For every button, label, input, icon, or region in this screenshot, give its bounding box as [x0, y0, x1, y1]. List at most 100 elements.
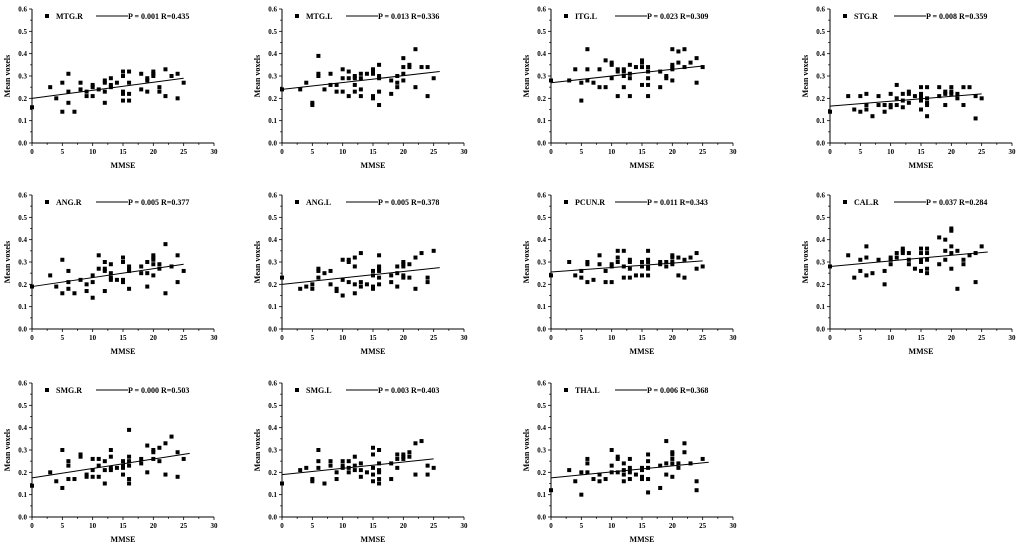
legend-marker [295, 388, 299, 392]
data-point [633, 65, 638, 70]
data-point [888, 103, 893, 108]
y-tick-label: 0.2 [537, 281, 546, 289]
legend-stat: P = 0.037 R=0.284 [926, 198, 987, 207]
y-tick-label: 0.3 [537, 447, 546, 455]
data-point [310, 479, 315, 484]
data-point [609, 62, 614, 67]
data-point [888, 91, 893, 96]
x-tick-label: 20 [669, 522, 677, 530]
y-tick-label: 0.4 [18, 424, 27, 432]
data-point [54, 479, 59, 484]
data-point [925, 251, 930, 256]
data-point [640, 65, 644, 70]
data-point [664, 260, 669, 264]
x-tick-label: 30 [730, 148, 738, 156]
data-point [627, 465, 632, 470]
data-point [151, 253, 156, 258]
y-tick-label: 0.4 [268, 50, 277, 58]
data-point [670, 78, 675, 83]
data-point [633, 472, 638, 477]
data-point [621, 85, 626, 90]
legend-stat: P = 0.013 R=0.336 [378, 12, 439, 21]
x-tick-label: 20 [948, 148, 956, 156]
data-point [646, 260, 651, 264]
legend-marker [564, 200, 568, 204]
data-point [943, 103, 948, 108]
data-point [139, 264, 144, 269]
data-point [894, 96, 899, 101]
data-point [585, 470, 590, 475]
data-point [371, 479, 375, 484]
data-point [646, 248, 651, 253]
data-point [937, 94, 942, 99]
data-point [60, 448, 65, 452]
data-point [90, 468, 95, 473]
legend-marker [564, 388, 568, 392]
data-point [151, 74, 156, 78]
x-tick-label: 10 [89, 522, 97, 530]
data-point [334, 470, 339, 475]
y-tick-label: 0.2 [537, 95, 546, 103]
data-point [377, 253, 382, 258]
data-point [585, 47, 590, 52]
data-point [579, 470, 584, 475]
data-point [84, 289, 89, 294]
data-point [30, 483, 34, 488]
data-point [114, 465, 119, 470]
data-point [864, 103, 869, 108]
data-point [377, 74, 382, 78]
data-point [316, 465, 321, 470]
data-point [401, 452, 406, 457]
x-tick-label: 15 [370, 334, 378, 342]
data-point [66, 100, 71, 105]
data-point [621, 479, 626, 484]
data-point [127, 98, 132, 103]
data-point [609, 448, 614, 452]
data-point [852, 107, 857, 112]
data-point [346, 76, 351, 81]
data-point [389, 477, 394, 482]
x-tick-label: 30 [1009, 334, 1017, 342]
data-point [961, 262, 966, 267]
y-tick-label: 0.5 [18, 214, 27, 222]
data-point [328, 282, 333, 287]
data-point [413, 85, 418, 90]
y-tick-label: 0.1 [18, 303, 27, 311]
data-point [377, 76, 382, 81]
data-point [579, 492, 584, 497]
data-point [694, 56, 699, 61]
data-point [609, 470, 614, 475]
data-point [121, 472, 125, 477]
data-point [371, 286, 375, 291]
data-point [340, 459, 345, 464]
y-tick-label: 0.5 [816, 214, 825, 222]
data-point [358, 284, 363, 289]
regression-line [550, 65, 703, 84]
data-point [371, 96, 375, 101]
data-point [949, 89, 954, 94]
data-point [401, 71, 406, 76]
data-point [340, 89, 345, 94]
data-point [846, 94, 851, 99]
data-point [615, 456, 620, 461]
y-tick-label: 0.6 [268, 192, 277, 200]
data-point [646, 273, 651, 278]
data-point [919, 251, 923, 256]
scatter-panel-smg-l: 0 5 10 15 20 25 30 0.0 0.1 0.2 0.3 0.4 0.5 0.6 MMSE Mea… [253, 380, 468, 545]
data-point [640, 260, 644, 264]
legend-marker [295, 200, 299, 204]
data-point [597, 253, 602, 258]
data-point [627, 477, 632, 482]
data-point [585, 280, 590, 285]
y-tick-label: 0.4 [537, 424, 546, 432]
data-point [676, 273, 681, 278]
data-point [60, 109, 65, 114]
x-tick-label: 0 [549, 334, 553, 342]
data-point [549, 273, 553, 278]
data-point [694, 266, 699, 271]
data-point [413, 441, 418, 446]
data-point [151, 71, 156, 76]
data-point [900, 246, 905, 251]
x-tick-label: 0 [280, 522, 284, 530]
data-point [670, 67, 675, 72]
